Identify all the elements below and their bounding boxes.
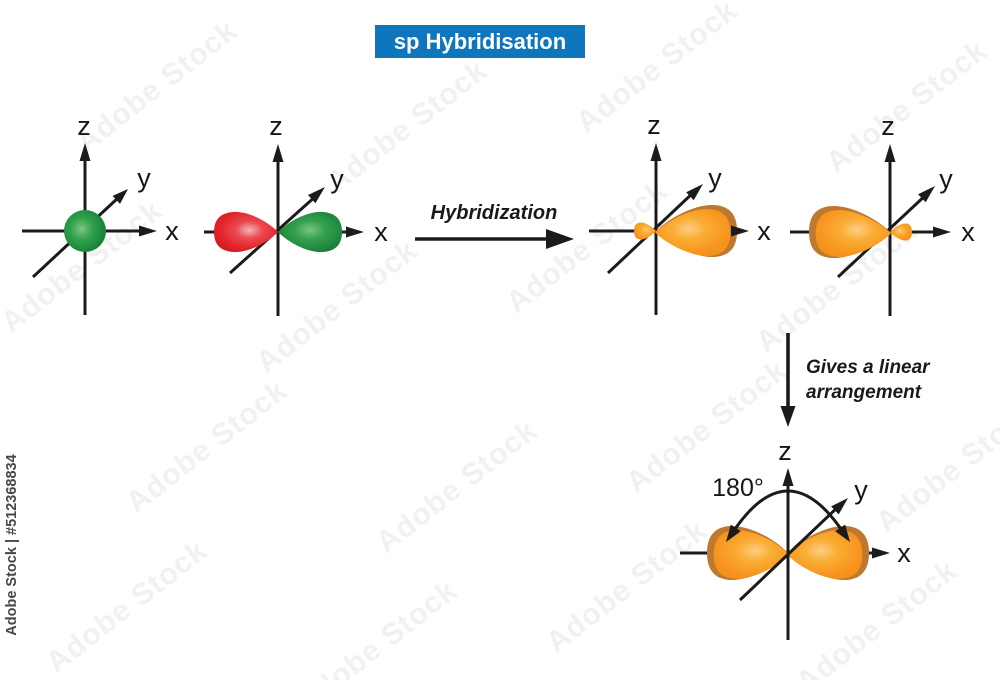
- sp-orbital-diagram-2: z y x: [790, 111, 975, 316]
- z-axis-label: z: [269, 111, 283, 141]
- y-axis-label: y: [330, 164, 344, 194]
- watermark-tile: Adobe Stock: [290, 573, 464, 680]
- angle-arc-arrowhead-right: [835, 524, 850, 542]
- y-axis-line: [738, 503, 842, 602]
- stock-id-watermark: Adobe Stock | #512368834: [4, 454, 20, 636]
- linear-arrangement-arrow: Gives a linear arrangement: [780, 333, 931, 427]
- x-axis-arrowhead: [933, 226, 951, 238]
- z-axis-label: z: [77, 111, 91, 141]
- watermark-tile: Adobe Stock: [40, 533, 214, 680]
- x-axis-label: x: [961, 217, 975, 247]
- x-axis-arrowhead: [346, 226, 364, 238]
- sp-minor-lobe: [890, 223, 912, 241]
- z-axis-arrowhead: [884, 144, 896, 162]
- title-banner: sp Hybridisation: [375, 25, 585, 58]
- angle-arc: [726, 489, 850, 542]
- y-axis-arrowhead: [918, 186, 935, 203]
- z-axis-label: z: [881, 111, 895, 141]
- x-axis-label: x: [165, 216, 179, 246]
- angle-label: 180°: [712, 474, 764, 502]
- sp-minor-lobe: [634, 222, 656, 240]
- hybridization-label: Hybridization: [431, 202, 558, 224]
- hybridization-arrow: Hybridization: [415, 202, 574, 249]
- x-axis-label: x: [897, 538, 911, 568]
- axis-arrowheads: [650, 143, 749, 237]
- watermark-tile: Adobe Stock: [120, 373, 294, 520]
- x-axis-label: x: [374, 217, 388, 247]
- y-axis-arrowhead: [308, 187, 325, 204]
- z-axis-arrowhead: [272, 144, 284, 162]
- note-line-1: Gives a linear: [806, 357, 931, 378]
- sp-orbital-diagram-1: z y x: [589, 110, 771, 315]
- y-axis-label: y: [137, 163, 151, 193]
- x-axis-label: x: [757, 216, 771, 246]
- linear-sp-diagram: 180° z y x: [680, 436, 911, 640]
- arrow-head: [546, 229, 574, 249]
- y-axis-label: y: [854, 475, 868, 505]
- angle-arc-arrowhead-left: [726, 524, 741, 542]
- sp-right-lobe: [787, 530, 863, 579]
- y-axis-arrowhead: [831, 498, 848, 515]
- p-orbital-positive-lobe: [278, 211, 342, 253]
- z-axis-label: z: [778, 436, 792, 466]
- axes: [738, 468, 890, 640]
- x-axis-arrowhead: [872, 547, 890, 559]
- s-orbital-diagram: z y x: [22, 111, 179, 315]
- p-orbital-negative-lobe: [214, 211, 278, 253]
- sp-major-lobe: [815, 210, 891, 257]
- z-axis-label: z: [647, 110, 661, 140]
- sp-left-lobe: [713, 530, 789, 579]
- z-axis-arrowhead: [79, 143, 91, 161]
- x-axis-arrowhead: [731, 225, 749, 237]
- arrow-head: [780, 406, 796, 427]
- x-axis-arrowhead: [139, 225, 157, 237]
- z-axis-arrowhead: [650, 143, 662, 161]
- watermark-tile: Adobe Stock: [370, 413, 544, 560]
- y-axis-label: y: [939, 164, 953, 194]
- sp-major-lobe: [655, 209, 731, 256]
- s-orbital-sphere: [64, 210, 106, 252]
- axis-arrowheads: [272, 144, 364, 238]
- p-orbital-diagram: z y x: [204, 111, 388, 316]
- y-axis-arrowhead: [686, 184, 703, 201]
- y-axis-label: y: [708, 163, 722, 193]
- note-line-2: arrangement: [806, 382, 922, 403]
- angle-arc-curve: [731, 489, 845, 533]
- y-axis-arrowhead: [112, 189, 128, 204]
- axis-arrowheads: [884, 144, 951, 238]
- z-axis-arrowhead: [782, 468, 794, 486]
